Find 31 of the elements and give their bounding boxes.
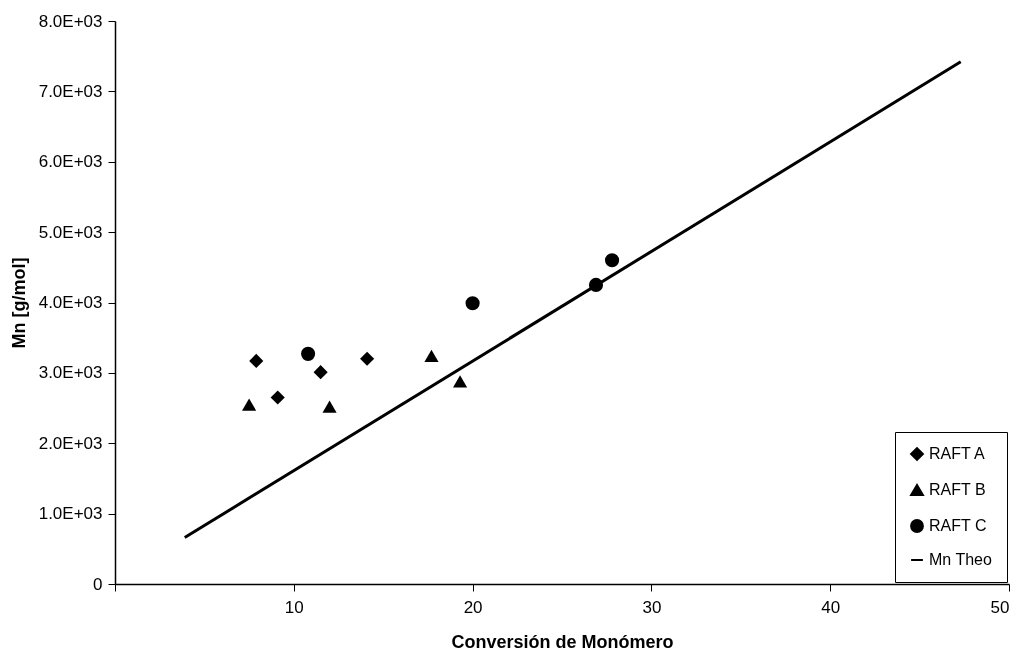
legend-label: RAFT B: [929, 481, 986, 498]
point: [242, 398, 257, 411]
y-tick-label: 2.0E+03: [38, 433, 103, 453]
x-tick-label: 50: [990, 597, 1010, 617]
x-tick-label: 30: [642, 597, 662, 617]
x-tick-label: 10: [284, 597, 304, 617]
legend-label: RAFT A: [929, 445, 986, 462]
point: [301, 346, 316, 361]
point: [453, 375, 468, 388]
y-axis-title: Mn [g/mol]: [8, 257, 29, 349]
y-tick-label: 7.0E+03: [38, 81, 103, 101]
y-tick-label: 6.0E+03: [38, 152, 103, 172]
x-tick-label: 40: [821, 597, 841, 617]
point: [360, 351, 375, 366]
legend-label: RAFT C: [929, 517, 987, 534]
point: [322, 400, 337, 413]
y-tick-label: 0: [93, 574, 103, 594]
x-tick-label: 20: [463, 597, 483, 617]
point: [604, 253, 620, 268]
point: [313, 365, 328, 380]
point: [249, 353, 264, 368]
y-tick-label: 8.0E+03: [38, 11, 103, 31]
point: [465, 296, 480, 311]
legend-label: Mn Theo: [929, 551, 992, 568]
x-axis-title: Conversión de Monómero: [451, 631, 674, 652]
point: [424, 349, 439, 363]
y-tick-label: 5.0E+03: [38, 222, 103, 242]
y-tick-label: 3.0E+03: [38, 363, 103, 383]
y-tick-label: 4.0E+03: [38, 293, 103, 312]
y-tick-label: 1.0E+03: [38, 504, 103, 524]
point: [270, 390, 285, 405]
